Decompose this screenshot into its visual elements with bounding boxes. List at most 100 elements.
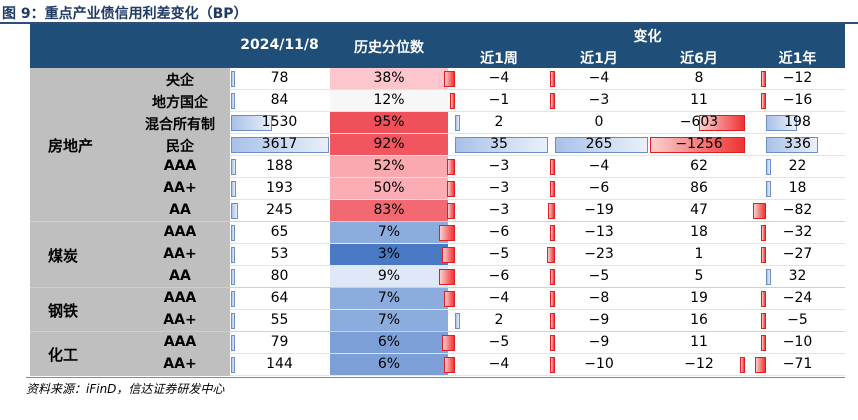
group-divider	[30, 221, 845, 222]
change-value-6month: 1	[694, 246, 704, 262]
change-bar-year	[761, 71, 766, 87]
change-value-year: −16	[782, 92, 813, 108]
change-value-year: −10	[782, 334, 813, 350]
row-divider	[230, 89, 845, 90]
percentile-cell	[330, 134, 448, 155]
spread-value-bar	[231, 269, 235, 285]
spread-value-bar	[231, 115, 272, 131]
change-value-year: −32	[782, 224, 813, 240]
spread-value: 53	[270, 246, 289, 262]
change-value-week: −6	[488, 268, 510, 284]
change-bar-month	[550, 159, 555, 175]
change-value-week: −3	[488, 158, 510, 174]
change-value-week: 35	[490, 136, 508, 152]
spread-value: 188	[266, 158, 293, 174]
percentile-value: 50%	[373, 180, 405, 196]
header-percentile: 历史分位数	[354, 40, 424, 56]
change-value-week: 2	[494, 312, 504, 328]
row-sub-label: AAA	[163, 290, 197, 306]
change-value-year: −82	[782, 202, 813, 218]
change-value-month: −6	[588, 180, 610, 196]
change-bar-year	[755, 357, 766, 373]
row-divider	[230, 353, 845, 354]
change-value-month: −5	[588, 268, 610, 284]
change-value-year: 18	[788, 180, 807, 196]
change-bar-year	[766, 269, 771, 285]
change-bar-week	[447, 181, 455, 197]
row-sub-label: AA+	[163, 312, 197, 328]
change-bar-month	[550, 225, 555, 241]
change-bar-6month	[740, 357, 745, 373]
row-sub-label: 混合所有制	[145, 117, 215, 133]
percentile-value: 6%	[377, 334, 401, 350]
header-period-month: 近1月	[580, 51, 618, 67]
change-bar-week	[444, 291, 455, 307]
change-bar-month	[550, 335, 555, 351]
change-value-6month: −12	[684, 356, 714, 372]
change-bar-year	[766, 115, 797, 131]
spread-value: 3617	[261, 136, 298, 152]
change-value-year: 22	[788, 158, 807, 174]
percentile-cell	[330, 90, 448, 111]
change-value-month: −4	[588, 70, 610, 86]
row-group-label: 房地产	[48, 137, 94, 155]
row-group-label: 煤炭	[48, 247, 79, 265]
percentile-value: 3%	[377, 246, 401, 262]
spread-value: 245	[266, 202, 293, 218]
spread-value-bar	[231, 291, 235, 307]
change-bar-year	[761, 247, 766, 263]
change-bar-month	[550, 71, 555, 87]
footer-rule	[26, 377, 845, 378]
change-value-month: −3	[588, 92, 610, 108]
change-value-week: −4	[488, 356, 510, 372]
change-bar-week	[444, 71, 455, 87]
row-divider	[230, 133, 845, 134]
change-value-year: 336	[784, 136, 811, 152]
change-value-6month: 16	[690, 312, 708, 328]
source-note: 资料来源：iFinD，信达证券研发中心	[26, 382, 225, 396]
change-bar-year	[766, 137, 818, 153]
change-bar-year	[766, 159, 771, 175]
row-divider	[230, 309, 845, 310]
row-sub-label: AA+	[163, 246, 197, 262]
percentile-value: 9%	[377, 268, 401, 284]
change-value-month: −19	[584, 202, 614, 218]
change-value-week: −1	[488, 92, 510, 108]
change-value-year: −12	[782, 70, 813, 86]
row-sub-label: 央企	[166, 73, 194, 89]
change-value-6month: 5	[694, 268, 704, 284]
change-bar-week	[455, 115, 460, 131]
change-value-week: −6	[488, 224, 510, 240]
percentile-value: 83%	[373, 202, 405, 218]
change-value-month: −8	[588, 290, 610, 306]
change-bar-month	[548, 203, 555, 219]
header-period-week: 近1周	[480, 51, 518, 67]
row-sub-label: 民企	[166, 139, 194, 155]
header-period-6month: 近6月	[680, 51, 718, 67]
spread-value: 84	[270, 92, 289, 108]
row-sub-label: AA	[169, 202, 191, 218]
change-value-6month: 62	[690, 158, 708, 174]
change-value-month: 265	[585, 136, 613, 152]
spread-value-bar	[231, 137, 329, 153]
change-bar-month	[550, 313, 555, 329]
spread-value: 64	[270, 290, 289, 306]
change-bar-month	[547, 247, 555, 263]
row-label-panel	[30, 68, 230, 376]
row-divider	[230, 265, 845, 266]
group-divider	[30, 287, 845, 288]
row-sub-label: 地方国企	[152, 95, 208, 111]
change-value-week: −5	[488, 334, 510, 350]
percentile-cell	[330, 244, 448, 265]
percentile-value: 6%	[377, 356, 401, 372]
percentile-value: 38%	[373, 70, 405, 86]
spread-value: 1530	[261, 114, 298, 130]
change-bar-month	[550, 357, 555, 373]
change-value-year: 198	[784, 114, 811, 130]
change-value-week: −4	[488, 290, 510, 306]
row-sub-label: AAA	[163, 224, 197, 240]
change-value-month: −9	[588, 334, 610, 350]
percentile-cell	[330, 332, 448, 353]
change-bar-year	[761, 291, 766, 307]
row-divider	[230, 199, 845, 200]
